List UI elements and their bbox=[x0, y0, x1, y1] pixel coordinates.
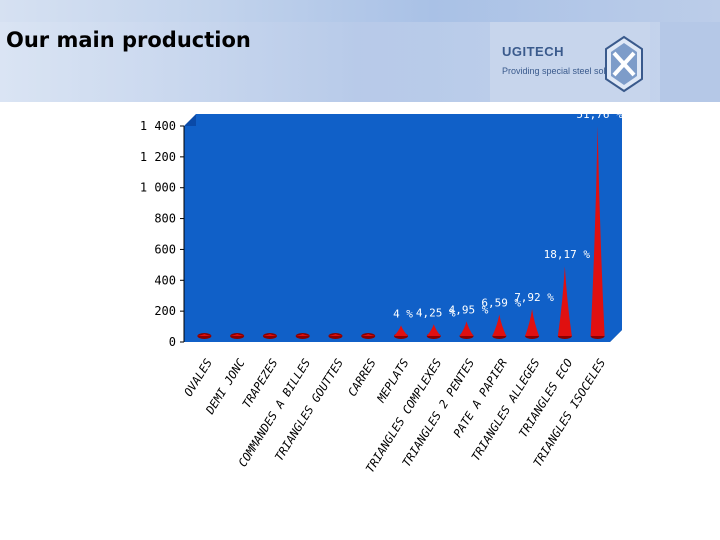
data-marker bbox=[361, 333, 376, 339]
data-marker bbox=[426, 324, 441, 339]
data-label: 4 % bbox=[393, 307, 413, 320]
brand-tagline: Providing special steel solutions bbox=[502, 66, 630, 76]
header-right-panel bbox=[660, 22, 720, 102]
data-marker bbox=[525, 308, 540, 339]
ugitech-logo-icon bbox=[605, 35, 643, 93]
data-marker bbox=[295, 333, 310, 339]
marker-cone bbox=[590, 126, 605, 336]
data-label: 51,76 % bbox=[576, 108, 623, 121]
data-label: 18,17 % bbox=[544, 248, 591, 261]
y-tick-label: 800 bbox=[154, 212, 176, 226]
marker-cone bbox=[328, 334, 343, 336]
data-marker bbox=[262, 333, 277, 339]
plot-area bbox=[184, 126, 610, 342]
data-marker bbox=[590, 126, 605, 339]
y-tick-label: 1 000 bbox=[140, 181, 176, 195]
marker-cone bbox=[230, 334, 245, 336]
data-label: 4,25 % bbox=[416, 306, 456, 319]
marker-cone bbox=[492, 314, 507, 336]
marker-cone bbox=[197, 334, 212, 336]
plot-right-edge bbox=[610, 114, 622, 342]
data-marker bbox=[459, 321, 474, 339]
page-title: Our main production bbox=[6, 28, 251, 52]
y-tick-label: 1 400 bbox=[140, 119, 176, 133]
marker-cone bbox=[394, 325, 408, 336]
y-tick-label: 200 bbox=[154, 304, 176, 318]
data-label: 4,95 % bbox=[449, 303, 489, 316]
y-tick-label: 1 200 bbox=[140, 150, 176, 164]
y-tick-label: 600 bbox=[154, 242, 176, 256]
data-label: 7,92 % bbox=[514, 291, 554, 304]
data-marker bbox=[328, 333, 343, 339]
marker-cone bbox=[361, 334, 376, 336]
data-marker bbox=[394, 325, 408, 339]
brand-name: UGITECH bbox=[502, 44, 564, 59]
data-marker bbox=[197, 333, 212, 339]
y-tick-label: 0 bbox=[169, 335, 176, 349]
marker-cone bbox=[525, 308, 540, 336]
category-label: OVALES bbox=[181, 356, 215, 399]
marker-cone bbox=[295, 334, 310, 336]
data-marker bbox=[230, 333, 245, 339]
data-label: 6,59 % bbox=[481, 297, 521, 310]
y-tick-label: 400 bbox=[154, 273, 176, 287]
data-marker bbox=[492, 314, 507, 339]
category-label: CARRES bbox=[345, 356, 379, 399]
marker-cone bbox=[426, 324, 441, 336]
marker-cone bbox=[262, 334, 277, 336]
data-marker bbox=[557, 266, 572, 339]
marker-cone bbox=[459, 321, 474, 336]
marker-cone bbox=[557, 266, 572, 336]
